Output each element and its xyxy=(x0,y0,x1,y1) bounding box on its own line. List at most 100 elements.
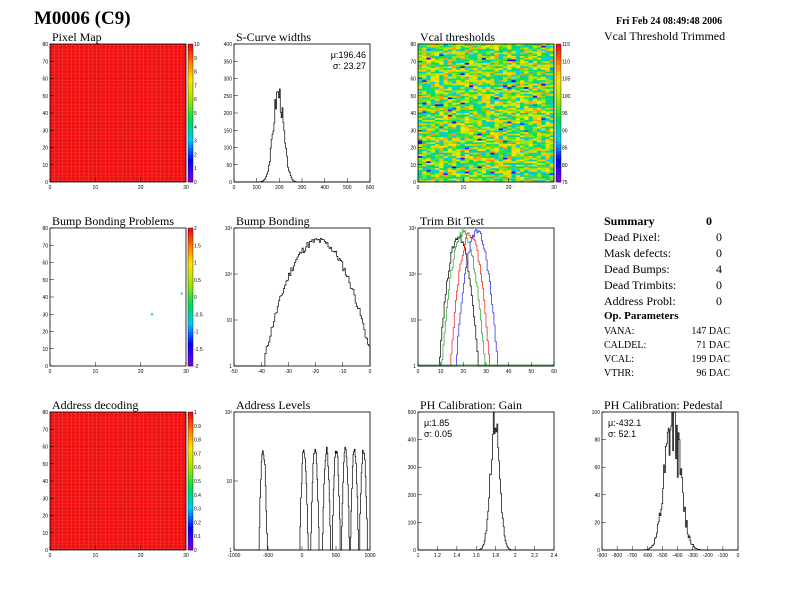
heatmap-cell xyxy=(430,88,436,91)
heatmap-cell xyxy=(503,126,508,129)
heatmap-cell xyxy=(443,54,448,57)
heatmap-cell xyxy=(430,125,436,127)
heatmap-cell xyxy=(456,130,461,133)
heatmap-cell xyxy=(426,152,431,155)
heatmap-cell xyxy=(447,78,453,81)
heatmap-cell xyxy=(486,64,491,67)
heatmap-cell xyxy=(430,152,436,155)
heatmap-cell xyxy=(520,57,525,60)
heatmap-cell xyxy=(452,121,457,124)
heatmap-cell xyxy=(537,56,542,58)
heatmap-cell xyxy=(422,147,427,150)
histogram-line xyxy=(234,238,371,367)
heatmap-cell xyxy=(418,175,423,178)
heatmap-cell xyxy=(464,135,470,138)
colorbar-segment xyxy=(188,359,193,363)
colorbar-label: 105 xyxy=(562,77,571,83)
heatmap-cell xyxy=(418,178,423,181)
heatmap-cell xyxy=(515,87,521,90)
heatmap-cell xyxy=(532,176,538,179)
heatmap-cell xyxy=(422,130,427,133)
heatmap-cell xyxy=(532,137,538,140)
heatmap-cell xyxy=(473,44,478,46)
heatmap-cell xyxy=(481,66,487,69)
heatmap-cell xyxy=(460,176,465,179)
heatmap-cell xyxy=(418,81,423,84)
heatmap-cell xyxy=(486,95,491,98)
y-tick-label: 40 xyxy=(42,479,48,485)
heatmap-cell xyxy=(456,64,461,67)
heatmap-cell xyxy=(418,99,423,102)
heatmap-cell xyxy=(515,68,521,71)
heatmap-cell xyxy=(426,131,431,134)
heatmap-cell xyxy=(473,161,478,164)
heatmap-cell xyxy=(447,99,453,102)
colorbar-segment xyxy=(556,133,561,138)
heatmap-cell xyxy=(507,56,512,58)
colorbar-frame xyxy=(555,43,562,183)
heatmap-cell xyxy=(524,157,529,160)
heatmap-cell xyxy=(477,159,482,162)
heatmap-cell xyxy=(430,92,436,95)
heatmap-cell xyxy=(430,109,436,112)
heatmap-cell xyxy=(439,76,444,79)
heatmap-cell xyxy=(537,57,542,60)
heatmap-cell xyxy=(464,104,470,107)
y-tick-label: 0 xyxy=(413,180,416,186)
heatmap-cell xyxy=(490,52,495,55)
y-tick-label: 200 xyxy=(224,111,233,117)
heatmap-cell xyxy=(494,109,499,112)
heatmap-cell xyxy=(460,121,465,124)
heatmap-cell xyxy=(422,145,427,148)
colorbar-segment xyxy=(188,429,193,433)
heatmap-cell xyxy=(532,47,538,50)
address-decoding-chart: 0 10 20 300102030405060708000.10.20.30.40.5… xyxy=(42,410,201,559)
heatmap-cell xyxy=(477,175,482,178)
heatmap-cell xyxy=(507,64,512,67)
heatmap-cell xyxy=(460,163,465,165)
heatmap-cell xyxy=(494,173,499,176)
heatmap-cell xyxy=(537,135,542,138)
heatmap-cell xyxy=(464,102,470,105)
heatmap-cell xyxy=(439,49,444,52)
heatmap-cell xyxy=(549,54,555,57)
heatmap-cell xyxy=(528,69,533,72)
heatmap-cell xyxy=(549,145,555,148)
heatmap-cell xyxy=(422,45,427,48)
colorbar-segment xyxy=(188,234,193,239)
heatmap-cell xyxy=(494,88,499,91)
heatmap-cell xyxy=(477,52,482,55)
plot-frame xyxy=(417,227,555,367)
heatmap-cell xyxy=(490,47,495,50)
heatmap-cell xyxy=(541,66,546,69)
heatmap-cell xyxy=(430,161,436,164)
heatmap-cell xyxy=(443,156,448,159)
heatmap-cell xyxy=(528,150,533,153)
heatmap-cell xyxy=(456,138,461,141)
heatmap-cell xyxy=(537,164,542,167)
heatmap-cell xyxy=(447,73,453,76)
heatmap-cell xyxy=(537,119,542,122)
stats-label: σ: 52.1 xyxy=(608,429,636,439)
heatmap-cell xyxy=(549,166,555,169)
heatmap-cell xyxy=(545,135,550,138)
heatmap-cell xyxy=(439,152,444,155)
heatmap-cell xyxy=(418,107,423,110)
heatmap-cell xyxy=(490,73,495,76)
heatmap-cell xyxy=(537,169,542,172)
heatmap-cell xyxy=(486,144,491,146)
heatmap-cell xyxy=(435,104,440,107)
heatmap-cell xyxy=(545,76,550,79)
heatmap-cell xyxy=(541,76,546,79)
heatmap-cell xyxy=(460,135,465,138)
heatmap-cell xyxy=(439,140,444,143)
heatmap-cell xyxy=(426,178,431,181)
heatmap-cell xyxy=(443,100,448,103)
heatmap-cell xyxy=(541,81,546,84)
heatmap-cell xyxy=(486,100,491,103)
heatmap-cell xyxy=(486,52,491,55)
heatmap-cell xyxy=(469,149,474,152)
heatmap-cell xyxy=(422,125,427,127)
heatmap-cell xyxy=(430,78,436,81)
heatmap-cell xyxy=(452,80,457,83)
